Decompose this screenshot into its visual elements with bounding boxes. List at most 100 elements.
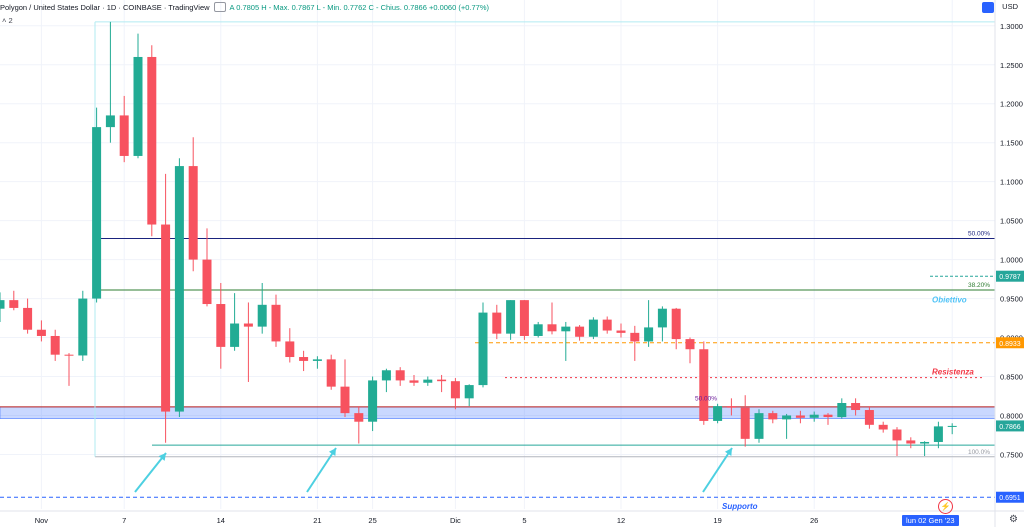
candle-body bbox=[823, 414, 833, 418]
price-label: 0.6951 bbox=[999, 495, 1021, 502]
candle-body bbox=[285, 341, 295, 358]
price-label-bg bbox=[996, 420, 1024, 432]
lightning-icon[interactable]: ⚡ bbox=[938, 499, 953, 514]
y-tick-label: 1.0500 bbox=[1000, 217, 1023, 226]
settings-gear-icon[interactable]: ⚙ bbox=[1009, 514, 1018, 525]
y-tick-label: 0.7500 bbox=[1000, 450, 1023, 459]
x-tick-label: Nov bbox=[35, 516, 49, 525]
candle-body bbox=[299, 357, 309, 361]
x-tick-label: 7 bbox=[122, 516, 126, 525]
candle-body bbox=[271, 304, 281, 342]
arrow-head bbox=[158, 453, 166, 461]
eye-icon[interactable] bbox=[213, 2, 226, 12]
candle-body bbox=[768, 413, 778, 420]
candle-body bbox=[933, 426, 943, 442]
y-tick-label: 1.2500 bbox=[1000, 61, 1023, 70]
candle-body bbox=[188, 166, 198, 260]
candle-body bbox=[161, 224, 171, 412]
candle-body bbox=[657, 308, 667, 328]
fib-50-label: 50.00% bbox=[968, 231, 990, 238]
candle-body bbox=[368, 380, 378, 422]
candle-body bbox=[312, 359, 322, 361]
candle-body bbox=[561, 326, 571, 332]
legend-title: Polygon / United States Dollar · 1D · CO… bbox=[0, 2, 210, 12]
candle-body bbox=[340, 386, 350, 414]
candle-body bbox=[437, 379, 447, 382]
x-tick-label: 25 bbox=[368, 516, 376, 525]
fib-100-label: 100.0% bbox=[968, 449, 990, 456]
candle-body bbox=[478, 312, 488, 386]
collapse-counter[interactable]: ˄ 2 bbox=[2, 16, 13, 25]
candle-body bbox=[906, 440, 916, 444]
objective-label: Obiettivo bbox=[932, 295, 967, 304]
candle-body bbox=[726, 406, 736, 408]
candle-body bbox=[147, 56, 157, 225]
candle-body bbox=[864, 410, 874, 425]
candle-body bbox=[519, 300, 529, 336]
price-label-bg bbox=[996, 491, 1024, 503]
candle-body bbox=[492, 312, 502, 334]
arrow-shaft bbox=[306, 447, 337, 493]
candle-body bbox=[9, 300, 19, 308]
candle-body bbox=[36, 329, 46, 336]
candle-body bbox=[795, 415, 805, 418]
candle-body bbox=[588, 319, 598, 337]
candle-body bbox=[105, 115, 115, 128]
candle-body bbox=[920, 441, 930, 444]
price-label-bg bbox=[996, 270, 1024, 282]
candle-body bbox=[409, 380, 419, 383]
candle-body bbox=[837, 403, 847, 418]
arrow-shaft bbox=[134, 452, 167, 493]
candle-body bbox=[354, 413, 364, 422]
candles bbox=[0, 21, 957, 457]
candle-body bbox=[257, 304, 267, 327]
candle-body bbox=[326, 359, 336, 387]
candle-body bbox=[230, 323, 240, 347]
candle-body bbox=[740, 407, 750, 439]
candle-body bbox=[395, 370, 405, 381]
candle-body bbox=[464, 385, 474, 399]
candle-body bbox=[947, 425, 957, 427]
candle-body bbox=[892, 429, 902, 441]
price-label: 0.7866 bbox=[999, 424, 1021, 431]
candle-body bbox=[671, 308, 681, 340]
y-tick-label: 1.2000 bbox=[1000, 100, 1023, 109]
candle-body bbox=[851, 403, 861, 411]
price-label: 0.8933 bbox=[999, 341, 1021, 348]
x-tick-label: Dic bbox=[450, 516, 461, 525]
arrow-head bbox=[724, 448, 732, 456]
annotations: 50.00% 38.20% 100.0% 50.00% Obiettivo Resiste… bbox=[695, 231, 1024, 511]
y-tick-label: 1.3000 bbox=[1000, 22, 1023, 31]
y-tick-label: 1.0000 bbox=[1000, 256, 1023, 265]
currency-label[interactable]: USD bbox=[1002, 2, 1018, 11]
candle-body bbox=[644, 327, 654, 342]
candle-body bbox=[119, 115, 129, 156]
candle-body bbox=[533, 324, 543, 336]
candle-body bbox=[630, 332, 640, 342]
date-flag: lun 02 Gen '23 bbox=[902, 515, 959, 526]
arrow-head bbox=[328, 448, 336, 456]
support-label: Supporto bbox=[722, 502, 758, 511]
clock-icon[interactable] bbox=[982, 2, 994, 13]
candle-body bbox=[450, 381, 460, 399]
candle-body bbox=[602, 319, 612, 331]
candle-body bbox=[216, 304, 226, 347]
candle-body bbox=[174, 166, 184, 412]
x-tick-label: 19 bbox=[713, 516, 721, 525]
candle-body bbox=[64, 354, 74, 356]
fib-50-small-label: 50.00% bbox=[695, 395, 717, 402]
fib-38-label: 38.20% bbox=[968, 282, 990, 289]
x-tick-label: 12 bbox=[617, 516, 625, 525]
candle-body bbox=[50, 335, 60, 355]
candle-body bbox=[133, 56, 143, 156]
candle-body bbox=[0, 300, 5, 309]
arrows bbox=[134, 447, 733, 493]
candle-body bbox=[381, 370, 391, 381]
resistance-label: Resistenza bbox=[932, 368, 974, 377]
y-tick-label: 0.9500 bbox=[1000, 295, 1023, 304]
candle-body bbox=[423, 379, 433, 383]
y-tick-label: 1.1500 bbox=[1000, 139, 1023, 148]
x-tick-label: 21 bbox=[313, 516, 321, 525]
candle-body bbox=[202, 259, 212, 305]
